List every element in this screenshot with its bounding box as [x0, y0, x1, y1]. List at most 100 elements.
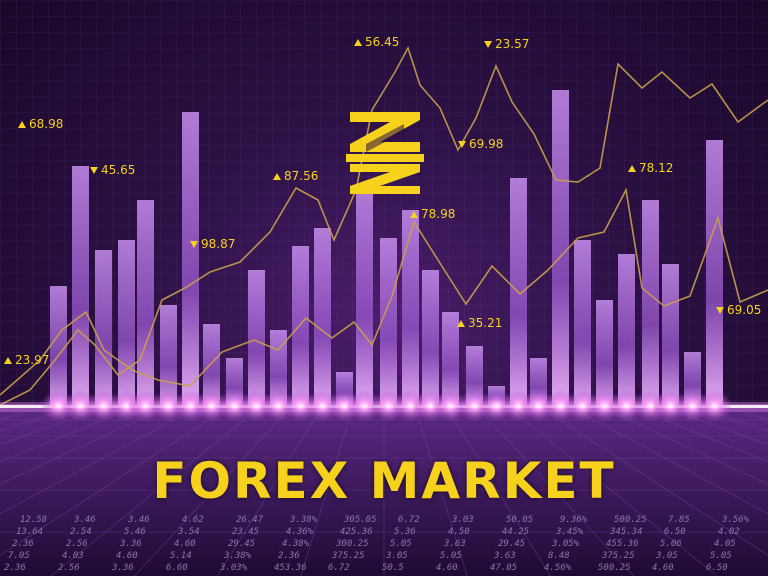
- ticker: 68.98: [18, 117, 63, 131]
- floor-number: 3.03%: [219, 563, 248, 573]
- floor-line: [0, 409, 129, 463]
- ticker: 45.65: [90, 163, 135, 177]
- floor-line: [50, 409, 257, 576]
- floor-number: 455.36: [606, 539, 639, 549]
- bar-glow: [696, 390, 733, 422]
- floor-line: [0, 409, 193, 515]
- chart-bar: [596, 300, 613, 408]
- down-arrow-icon: [458, 141, 466, 148]
- floor-number: 29.45: [498, 539, 525, 549]
- floor-number: 47.05: [490, 563, 517, 573]
- floor-line: [447, 409, 551, 576]
- ticker: 98.87: [190, 237, 235, 251]
- floor-number: 5.05: [710, 551, 732, 561]
- floor-number: 4.60: [436, 563, 458, 573]
- floor-number: 345.34: [609, 527, 643, 537]
- price-line: [0, 187, 768, 396]
- chart-bar: [270, 330, 287, 408]
- floor-number: 3.05: [385, 551, 408, 561]
- chart-bar: [402, 210, 419, 408]
- floor-grid: [0, 409, 768, 576]
- floor-plane: [0, 404, 768, 576]
- floor-number: 453.36: [274, 563, 307, 573]
- chart-bar: [618, 254, 635, 408]
- floor-number: 425.36: [340, 527, 373, 537]
- floor-number: 500.25: [598, 563, 631, 573]
- ticker: 23.57: [484, 37, 529, 51]
- ticker-labels: 23.97 68.98 45.65 98.87 87.56 56.45 78.98 35.21…: [4, 35, 761, 367]
- floor-number: 5.05: [390, 539, 412, 549]
- stylized-z-logo-icon: [346, 112, 424, 194]
- ticker-value: 69.05: [727, 303, 761, 317]
- floor-number: 5.05: [440, 551, 462, 561]
- floor-number: 4.60: [652, 563, 674, 573]
- floor-number: 3.38%: [223, 551, 252, 561]
- floor-number: 6.72: [398, 515, 420, 525]
- chart-bar: [662, 264, 679, 408]
- floor-number: 4.38%: [282, 539, 310, 549]
- floor-line: [543, 409, 768, 556]
- floor-line: [511, 409, 718, 576]
- chart-bar: [118, 240, 135, 408]
- floor-number: 6.72: [328, 563, 350, 573]
- floor-number: 4.60: [174, 539, 196, 549]
- ticker: 69.98: [458, 137, 503, 151]
- chart-bar: [50, 286, 67, 408]
- floor-number: 3.54: [177, 527, 200, 537]
- ticker: 56.45: [354, 35, 399, 49]
- floor-number: 3.38%: [289, 515, 318, 525]
- floor-number: 6.60: [166, 563, 188, 573]
- ticker: 23.97: [4, 353, 49, 367]
- floor-number: 26.47: [236, 515, 264, 525]
- chart-bar: [552, 90, 569, 408]
- ticker-value: 78.12: [639, 161, 673, 175]
- ticker: 78.98: [410, 207, 455, 221]
- down-arrow-icon: [190, 241, 198, 248]
- floor-number: 12.58: [20, 515, 47, 525]
- floor-number: 8.48: [548, 551, 570, 561]
- floor-numbers: 12.58 3.46 3.46 4.62 26.47 3.38% 305.05 6.72 3.0…: [4, 515, 750, 573]
- chart-bar: [442, 312, 459, 408]
- floor-number: 6.50: [664, 527, 686, 537]
- floor-number: 500.25: [614, 515, 647, 525]
- floor-number: 6.50: [706, 563, 728, 573]
- chart-bar: [642, 200, 659, 408]
- up-arrow-icon: [628, 165, 636, 172]
- ticker-value: 56.45: [365, 35, 399, 49]
- floor-number: 3.45%: [555, 527, 584, 537]
- chart-bar: [314, 228, 331, 408]
- floor-number: 375.25: [331, 551, 365, 561]
- floor-number: 5.46: [124, 527, 146, 537]
- headline: FOREX MARKET: [152, 452, 616, 510]
- price-lines: [0, 45, 768, 406]
- floor-number: 3.36: [111, 563, 134, 573]
- floor-number: 4.56%: [544, 563, 572, 573]
- floor-line: [607, 409, 768, 485]
- floor-number: 3.36: [119, 539, 142, 549]
- chart-bar: [574, 240, 591, 408]
- floor-number: 3.03: [451, 515, 474, 525]
- floor-number: 4.03: [62, 551, 84, 561]
- floor-number: 7.85: [668, 515, 690, 525]
- floor-number: 2.56: [58, 563, 80, 573]
- ticker-value: 23.57: [495, 37, 529, 51]
- floor-number: 2.36: [278, 551, 300, 561]
- floor-number: 4.62: [182, 515, 204, 525]
- floor-line: [0, 409, 225, 556]
- ticker: 35.21: [457, 316, 502, 330]
- floor-number: 3.46: [127, 515, 150, 525]
- floor-number: 300.25: [335, 539, 369, 549]
- up-arrow-icon: [457, 320, 465, 327]
- floor-number: 29.45: [228, 539, 255, 549]
- chart-bar: [706, 140, 723, 408]
- bars-group: [50, 90, 723, 408]
- ticker: 69.05: [716, 303, 761, 317]
- ticker-value: 87.56: [284, 169, 318, 183]
- ticker-value: 98.87: [201, 237, 235, 251]
- floor-number: 4.05: [714, 539, 736, 549]
- floor-number: 50.05: [506, 515, 533, 525]
- chart-bar: [356, 185, 373, 408]
- chart-bar: [422, 270, 439, 408]
- floor-line: [0, 409, 161, 485]
